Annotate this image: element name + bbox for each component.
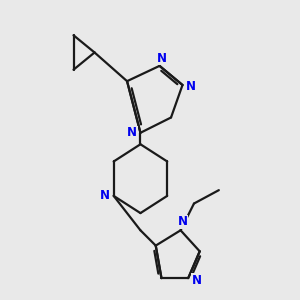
- Text: N: N: [192, 274, 202, 286]
- Text: N: N: [100, 189, 110, 203]
- Text: N: N: [178, 215, 188, 228]
- Text: N: N: [186, 80, 196, 93]
- Text: N: N: [157, 52, 166, 65]
- Text: N: N: [127, 126, 137, 139]
